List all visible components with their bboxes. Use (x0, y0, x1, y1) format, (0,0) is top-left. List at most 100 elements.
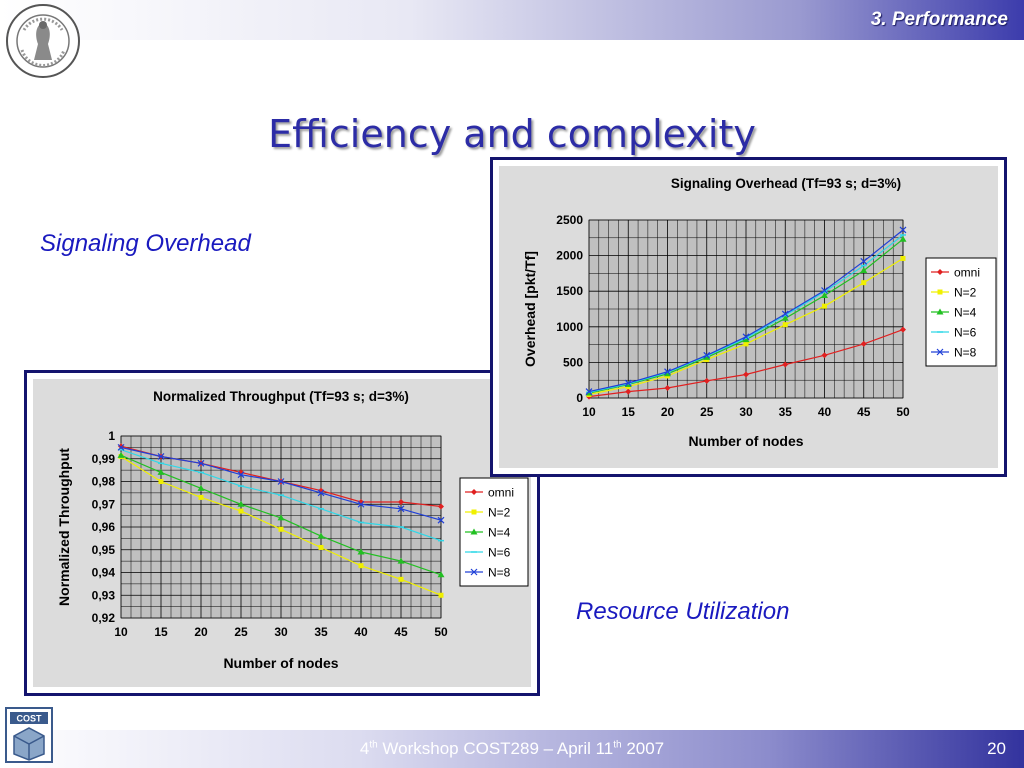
x-tick-label: 10 (114, 625, 128, 639)
data-point (781, 314, 789, 321)
svg-text:COST: COST (16, 714, 42, 724)
data-point (625, 388, 632, 395)
legend-entry: N=8 (488, 566, 511, 580)
x-tick-label: 15 (154, 625, 168, 639)
data-point (743, 371, 749, 378)
x-axis-label: Number of nodes (223, 655, 338, 671)
data-point (899, 235, 907, 242)
legend-marker (471, 489, 477, 495)
y-tick-label: 0,98 (92, 475, 116, 489)
gridlines (588, 219, 904, 399)
overhead-chart: Signaling Overhead (Tf=93 s; d=3%) 0 500 10… (499, 166, 998, 468)
y-tick-label: 2500 (556, 213, 583, 227)
data-point (357, 500, 365, 508)
chart-title: Normalized Throughput (Tf=93 s; d=3%) (153, 389, 409, 404)
data-point (822, 303, 827, 309)
data-point (157, 468, 165, 475)
throughput-chart-frame: Normalized Throughput (Tf=93 s; d=3%) 0,9… (24, 370, 540, 696)
data-point (438, 592, 444, 598)
x-tick-label: 35 (779, 405, 793, 419)
overhead-chart-frame: Signaling Overhead (Tf=93 s; d=3%) 0 500 10… (490, 157, 1007, 477)
data-point (238, 508, 244, 514)
data-point (703, 353, 711, 360)
data-point (357, 548, 365, 555)
data-point (781, 310, 789, 318)
x-tick-label: 10 (582, 405, 596, 419)
y-tick-label: 0,93 (92, 588, 116, 602)
data-point (197, 459, 205, 467)
legend-marker (471, 509, 477, 515)
y-tick-label: 0,97 (92, 497, 116, 511)
data-point (742, 336, 750, 343)
legend-marker (470, 568, 478, 576)
data-point (860, 257, 868, 265)
data-point (277, 514, 285, 521)
x-tick-label: 25 (234, 625, 248, 639)
x-tick-label: 15 (622, 405, 636, 419)
data-point (397, 505, 405, 513)
gridlines (120, 435, 442, 619)
throughput-chart: Normalized Throughput (Tf=93 s; d=3%) 0,9… (33, 379, 531, 687)
legend-entry: N=6 (488, 546, 511, 560)
legend-entry: N=4 (488, 526, 511, 540)
header-bar (0, 0, 1024, 40)
data-point (782, 322, 788, 328)
data-point (158, 479, 164, 484)
data-point (782, 361, 789, 368)
data-point (585, 388, 593, 396)
data-point (899, 226, 907, 234)
y-axis-label: Normalized Throughput (56, 448, 72, 606)
university-seal-logo (6, 4, 80, 78)
data-point (743, 341, 749, 347)
x-tick-label: 50 (434, 625, 448, 639)
data-point (438, 503, 444, 510)
data-point (860, 267, 868, 274)
data-point (742, 333, 750, 341)
series-N=4 (117, 451, 445, 578)
data-point (318, 487, 324, 494)
data-point (821, 291, 828, 298)
footer-text: 4th Workshop COST289 – April 11th 2007 (359, 739, 665, 758)
y-tick-label: 0 (576, 391, 583, 405)
y-tick-label: 2000 (556, 249, 583, 263)
data-point (861, 280, 867, 286)
legend-entry: omni (954, 266, 980, 280)
y-axis-label: Overhead [pkt/Tf] (522, 251, 538, 367)
data-point (821, 352, 828, 359)
data-point (437, 516, 445, 524)
x-tick-label: 35 (314, 625, 328, 639)
data-point (437, 571, 445, 578)
legend-entry: N=2 (954, 286, 977, 300)
x-tick-label: 45 (394, 625, 408, 639)
data-point (117, 443, 125, 451)
data-point (703, 377, 710, 384)
cost-logo: COST (5, 707, 53, 763)
y-tick-label: 1000 (556, 320, 583, 334)
x-tick-label: 30 (739, 405, 753, 419)
x-tick-label: 40 (354, 625, 368, 639)
data-point (664, 370, 671, 377)
legend-entry: N=6 (954, 326, 977, 340)
footer-bar (0, 730, 1024, 768)
data-point (317, 489, 325, 497)
legend-entry: N=8 (954, 346, 977, 360)
legend: omni N=2 N=4 N=6 N=8 (459, 477, 529, 587)
data-point (358, 563, 364, 569)
x-tick-label: 50 (896, 405, 910, 419)
x-tick-label: 20 (661, 405, 675, 419)
y-tick-label: 1 (108, 429, 115, 443)
series-N=8 (585, 226, 907, 396)
legend-marker (937, 289, 943, 295)
x-tick-label: 45 (857, 405, 871, 419)
section-title: 3. Performance (870, 9, 1008, 30)
data-point (198, 494, 204, 500)
data-point (397, 557, 405, 564)
legend: omni N=2 N=4 N=6 N=8 (925, 257, 997, 367)
legend-entry: N=2 (488, 506, 511, 520)
data-point (237, 500, 245, 507)
y-tick-label: 0,92 (92, 611, 116, 625)
data-point (900, 255, 906, 261)
data-point (703, 351, 711, 359)
series-N=6 (118, 448, 444, 542)
y-tick-label: 0,99 (92, 452, 116, 466)
